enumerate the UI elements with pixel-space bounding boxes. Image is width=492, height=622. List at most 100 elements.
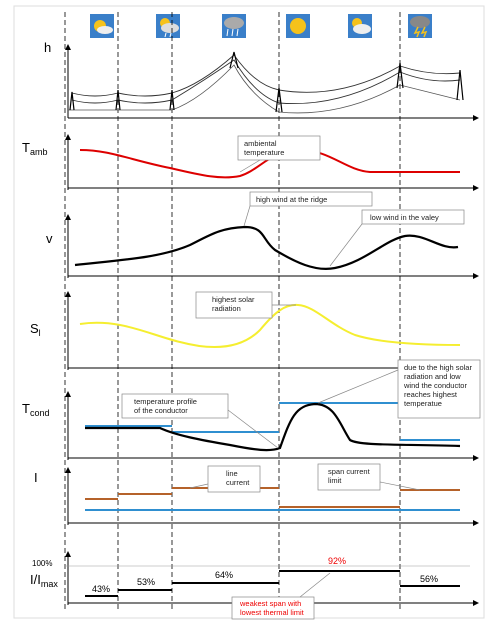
shape — [79, 303, 461, 348]
shape — [189, 483, 209, 489]
annotation: ambiental temperature — [244, 139, 284, 157]
shape — [195, 291, 273, 319]
shape — [79, 148, 460, 179]
axis-label: v — [46, 231, 53, 246]
annotation-line: current — [226, 478, 250, 487]
annotation-line: wind the conductor — [403, 381, 467, 390]
shape — [121, 393, 229, 419]
shape — [353, 24, 371, 34]
shape — [413, 26, 421, 38]
shape — [90, 14, 114, 38]
shape — [317, 369, 399, 404]
shape — [237, 135, 321, 161]
label-part: l — [39, 328, 41, 338]
label-part: I/I — [30, 572, 41, 587]
annotation-line: temperature profile — [134, 397, 197, 406]
shape — [71, 59, 461, 104]
shape — [243, 205, 251, 227]
shape — [379, 481, 421, 491]
shape — [74, 225, 459, 270]
ambient-panel — [65, 134, 479, 191]
shape — [286, 14, 310, 38]
annotation-line: high wind at the ridge — [256, 195, 327, 204]
ratio-label: 56% — [420, 574, 438, 584]
shape — [229, 51, 239, 69]
annotation-line: radiation and low — [404, 372, 461, 381]
annotation-line: of the conductor — [134, 406, 188, 415]
axis-label: 100% — [32, 559, 52, 568]
conductor-panel — [65, 359, 481, 461]
shape — [85, 402, 460, 441]
annotation-line: ambiental — [244, 139, 277, 148]
shape — [85, 570, 460, 597]
annotation-line: low wind in the valey — [370, 213, 439, 222]
shape — [249, 191, 373, 207]
shape — [348, 14, 372, 38]
profile-panel — [65, 44, 479, 121]
shape — [169, 89, 175, 111]
annotation-line: due to the high solar — [404, 363, 472, 372]
shape — [299, 572, 331, 598]
shape — [361, 209, 465, 225]
shape — [161, 23, 179, 33]
ratio-label: 64% — [215, 570, 233, 580]
axis-label: Tcond — [22, 401, 49, 418]
shape — [207, 465, 261, 493]
shape — [68, 64, 461, 114]
label-part: T — [22, 401, 30, 416]
shape — [226, 28, 229, 37]
annotation: due to the high solar radiation and low wi… — [403, 363, 472, 408]
ratio-label: 92% — [328, 556, 346, 566]
axis-label: Sl — [30, 321, 41, 338]
shape — [397, 359, 481, 419]
annotation-line: limit — [328, 476, 342, 485]
annotation-line: highest solar — [212, 295, 255, 304]
axis-label: I — [34, 470, 38, 485]
annotation: high wind at the ridge — [256, 195, 327, 204]
ratio-label: 43% — [92, 584, 110, 594]
axis-label: h — [44, 40, 51, 55]
annotation: span current limit — [328, 467, 371, 485]
label-part: cond — [30, 408, 50, 418]
shape — [69, 51, 464, 113]
annotation: line current — [226, 469, 250, 487]
shape — [169, 32, 172, 38]
shape — [156, 14, 180, 38]
shape — [329, 223, 363, 267]
annotation-line: temperature — [244, 148, 284, 157]
shape — [420, 26, 428, 38]
axis-label: Tamb — [22, 140, 47, 157]
shape — [97, 26, 113, 34]
shape — [275, 87, 283, 113]
shape — [317, 463, 381, 491]
shape — [69, 91, 75, 111]
annotation-line: span current — [328, 467, 371, 476]
annotation-line: reaches highest — [404, 390, 458, 399]
shape — [239, 159, 261, 173]
axis-label: I/Imax — [30, 572, 58, 589]
shape — [231, 28, 234, 37]
shape — [222, 14, 246, 38]
shape — [410, 16, 430, 28]
ratio-panel — [64, 551, 479, 620]
ratio-label: 53% — [137, 577, 155, 587]
annotation: temperature profile of the conductor — [134, 397, 197, 415]
weather-icons — [90, 14, 432, 38]
annotation: weakest span with lowest thermal limit — [239, 599, 305, 617]
shape — [236, 28, 239, 37]
shape — [231, 596, 315, 620]
shape — [115, 89, 121, 111]
shape — [164, 32, 167, 38]
wind-panel — [65, 191, 479, 279]
annotation-line: temperatue — [404, 399, 442, 408]
label-part: amb — [30, 147, 48, 157]
shape — [408, 14, 432, 38]
label-part: S — [30, 321, 39, 336]
shape — [396, 62, 404, 89]
shape — [290, 18, 306, 34]
annotation-line: lowest thermal limit — [240, 608, 305, 617]
annotation: low wind in the valey — [370, 213, 439, 222]
annotation-line: weakest span with — [239, 599, 301, 608]
annotation-line: radiation — [212, 304, 241, 313]
